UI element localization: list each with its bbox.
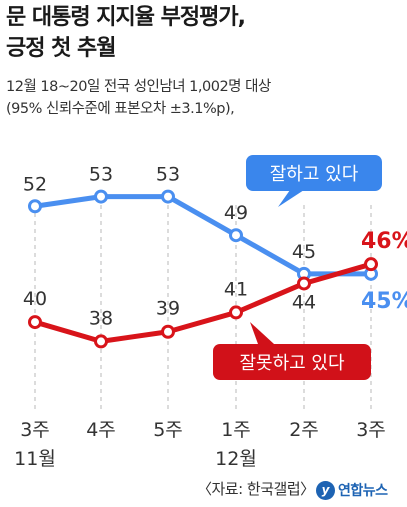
title-line-2: 긍정 첫 추월	[6, 36, 117, 61]
positive-value-label: 53	[156, 164, 180, 186]
logo-icon: y	[316, 480, 335, 500]
negative-line	[34, 261, 372, 344]
positive-line	[34, 194, 371, 277]
source-note: 〈자료: 한국갤럽〉	[197, 480, 315, 498]
positive-value-label: 53	[89, 164, 113, 186]
positive-point	[28, 199, 42, 214]
negative-value-label: 44	[292, 291, 316, 313]
positive-final-value: 45%	[361, 289, 407, 314]
logo-text: 연합뉴스	[338, 483, 388, 499]
positive-legend-pointer	[278, 190, 304, 207]
positive-point	[161, 189, 175, 204]
x-tick-label: 3주	[20, 419, 50, 441]
negative-point	[229, 305, 243, 320]
negative-value-label: 38	[89, 307, 113, 329]
negative-point	[161, 324, 175, 339]
positive-legend-label: 잘하고 있다	[270, 164, 359, 185]
positive-point	[94, 189, 108, 204]
x-tick-label: 3주	[356, 419, 386, 441]
x-tick-label: 1주	[221, 419, 251, 441]
title-line-1: 문 대통령 지지율 부정평가,	[6, 5, 246, 30]
chart-subtitle: 12월 18~20일 전국 성인남녀 1,002명 대상 (95% 신뢰수준에 …	[6, 76, 271, 120]
x-tick-label: 4주	[86, 419, 116, 441]
positive-value-label: 49	[224, 202, 248, 224]
positive-legend-box	[246, 155, 382, 191]
chart-title: 문 대통령 지지율 부정평가, 긍정 첫 추월	[6, 2, 246, 64]
subtitle-line-2: (95% 신뢰수준에 표본오차 ±3.1%p),	[6, 101, 235, 117]
positive-value-label: 52	[23, 173, 47, 195]
negative-legend-box	[213, 344, 371, 380]
positive-value-label: 45	[292, 241, 316, 263]
negative-final-value: 46%	[361, 229, 407, 254]
publisher-logo: y 연합뉴스	[316, 480, 388, 500]
negative-point	[94, 334, 108, 349]
x-tick-label: 2주	[289, 419, 319, 441]
subtitle-line-1: 12월 18~20일 전국 성인남녀 1,002명 대상	[6, 79, 271, 95]
negative-point	[28, 315, 42, 330]
negative-value-label: 40	[23, 288, 47, 310]
positive-point	[229, 228, 243, 243]
x-tick-label: 5주	[153, 419, 183, 441]
negative-value-label: 41	[224, 278, 248, 300]
negative-legend-label: 잘못하고 있다	[239, 353, 345, 374]
month-label: 12월	[215, 448, 257, 470]
negative-point	[297, 276, 311, 291]
negative-legend-pointer	[250, 322, 274, 344]
month-label: 11월	[14, 448, 56, 470]
negative-value-label: 39	[156, 298, 180, 320]
negative-point	[364, 257, 378, 272]
